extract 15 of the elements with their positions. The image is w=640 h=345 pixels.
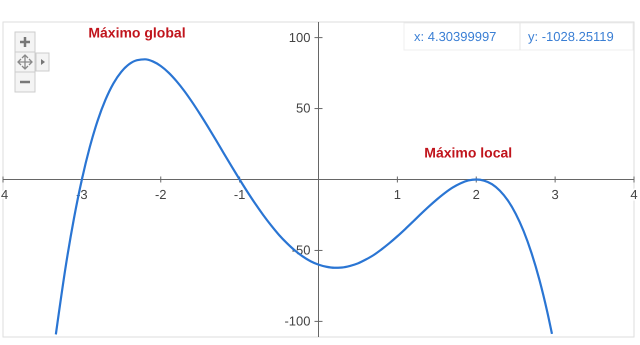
x-tick-label: 3 [552, 187, 559, 202]
annotation: Máximo local [424, 144, 512, 160]
annotation: y: -1028.25119 [528, 29, 614, 44]
annotation: Máximo global [88, 24, 186, 40]
line-series [54, 58, 554, 336]
x-tick-label: -1 [234, 187, 246, 202]
y-tick-label: 50 [296, 100, 310, 116]
x-tick-label: 2 [472, 187, 480, 202]
x-tick-label: 4 [630, 187, 638, 202]
y-tick-label: 100 [288, 30, 310, 45]
x-tick-label: 1 [394, 187, 401, 202]
annotation: x: 4.30399997 [414, 29, 496, 44]
x-tick-label: -2 [154, 187, 167, 202]
y-tick-label: -100 [284, 314, 310, 329]
x-tick-label: 4 [1, 187, 8, 202]
